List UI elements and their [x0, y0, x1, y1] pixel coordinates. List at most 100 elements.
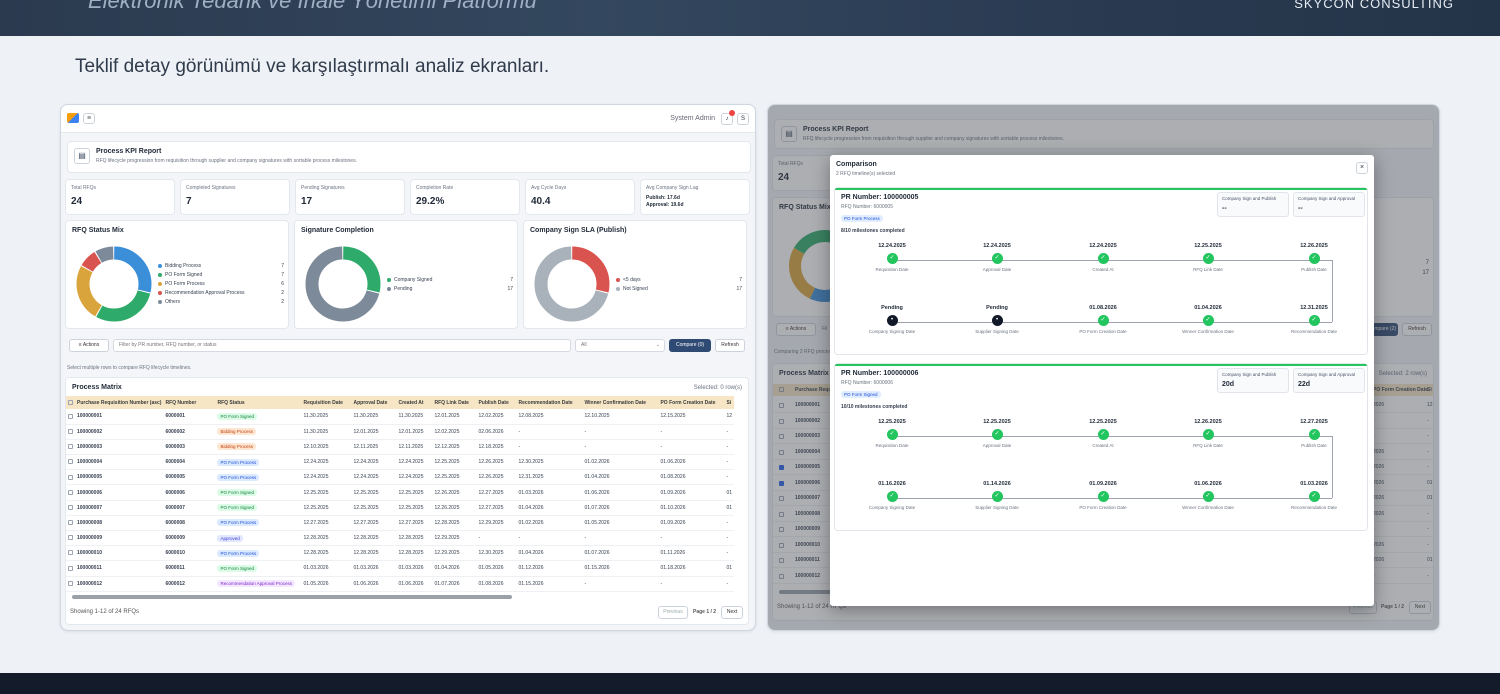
chart-title: Signature Completion: [301, 227, 374, 234]
sla-label: Company Sign and Publish: [1222, 196, 1277, 201]
column-header[interactable]: RFQ Number: [163, 396, 216, 409]
horizontal-scrollbar[interactable]: [72, 595, 512, 599]
kpi-card: Pending Signatures 17: [295, 179, 405, 215]
table-row[interactable]: 100000001 6000001 PO Form Signed 11.30.2025…: [66, 409, 735, 425]
table-cell: 2026: [1373, 402, 1385, 408]
table-row[interactable]: 100000005 6000005 PO Form Process 12.24.202…: [66, 469, 735, 486]
bell-icon[interactable]: ♪: [721, 110, 735, 125]
table-cell: 01.02.2026: [516, 515, 583, 532]
status-badge: PO Form Signed: [217, 412, 257, 420]
column-header[interactable]: PO Form Creation Date: [658, 396, 725, 409]
avatar[interactable]: S: [737, 113, 749, 125]
column-header[interactable]: PO Form Creation Date: [1373, 387, 1429, 393]
actions-button[interactable]: ≡ Actions: [69, 339, 109, 352]
row-checkbox[interactable]: [779, 573, 784, 579]
compare-button[interactable]: Compare (0): [669, 339, 711, 352]
close-icon[interactable]: ×: [1356, 162, 1368, 174]
table-row[interactable]: 100000008 6000008 PO Form Process 12.27.202…: [66, 515, 735, 532]
table-cell: -: [516, 530, 583, 547]
column-header[interactable]: Recommendation Date: [516, 396, 583, 409]
row-checkbox[interactable]: [68, 550, 73, 556]
kpi-label: Avg Cycle Days: [531, 185, 567, 191]
refresh-button[interactable]: Refresh: [1402, 323, 1432, 336]
row-select-cell: [66, 545, 75, 562]
table-cell: PO Form Signed: [215, 500, 302, 516]
milestone-label: Company Signing Date: [868, 329, 916, 334]
table-cell: -: [724, 424, 735, 440]
column-header[interactable]: Purchase Requisi: [795, 387, 837, 393]
sla-box: Company Sign and Approval --: [1293, 192, 1365, 217]
table-row[interactable]: 100000004 6000004 PO Form Process 12.24.202…: [66, 454, 735, 471]
table-cell: 01.04.2026: [516, 500, 583, 516]
row-checkbox[interactable]: [68, 535, 73, 541]
timeline-connector: [892, 260, 1332, 261]
row-checkbox[interactable]: [68, 489, 73, 495]
column-header[interactable]: Created At: [396, 396, 433, 409]
column-header[interactable]: Requisition Date: [301, 396, 352, 409]
table-cell: 12.27.2025: [396, 515, 433, 532]
row-checkbox[interactable]: [779, 527, 784, 532]
row-checkbox[interactable]: [779, 434, 784, 439]
column-header[interactable]: RFQ Link Date: [432, 396, 477, 409]
menu-icon[interactable]: ≡: [83, 113, 95, 124]
kpi-label: Completed Signatures: [186, 185, 236, 191]
column-header[interactable]: Publish Date: [476, 396, 517, 409]
legend-value: 17: [507, 286, 513, 292]
milestone-label: Recommendation Date: [1290, 505, 1338, 510]
row-checkbox[interactable]: [779, 403, 784, 408]
status-donut: [789, 230, 841, 302]
check-icon: ✓: [991, 253, 1003, 264]
row-checkbox[interactable]: [68, 459, 73, 465]
table-row[interactable]: 100000006 6000006 PO Form Signed 12.25.2025…: [66, 484, 735, 501]
column-header[interactable]: Purchase Requisition Number (asc): [75, 396, 164, 409]
filter-input[interactable]: Filter by PR number, RFQ number, or stat…: [113, 339, 571, 352]
kpi-card: Completion Rate 29.2%: [410, 179, 520, 215]
row-checkbox[interactable]: [68, 474, 73, 480]
table-cell: 12.28.2025: [301, 530, 352, 547]
status-select[interactable]: All ⌄: [575, 339, 665, 352]
previous-button[interactable]: Previous: [658, 606, 688, 619]
row-checkbox[interactable]: [68, 520, 73, 526]
column-header[interactable]: RFQ Status: [215, 396, 302, 409]
row-checkbox[interactable]: [68, 428, 73, 434]
sla-value: --: [1222, 205, 1227, 212]
column-header[interactable]: Winner Confirmation Date: [582, 396, 659, 409]
slice-not-signed: [534, 246, 610, 322]
row-checkbox[interactable]: [68, 565, 73, 571]
row-checkbox[interactable]: [68, 580, 73, 586]
row-checkbox[interactable]: [779, 418, 784, 424]
status-badge: PO Form Signed: [217, 489, 257, 497]
milestone: 12.25.2025 ✓ Requisition Date: [852, 419, 932, 449]
column-header[interactable]: Si: [1427, 387, 1432, 393]
row-checkbox[interactable]: [68, 444, 73, 450]
row-checkbox[interactable]: [779, 511, 784, 517]
row-checkbox[interactable]: [779, 558, 784, 563]
next-button[interactable]: Next: [721, 606, 743, 619]
table-row[interactable]: 100000011 6000011 PO Form Signed 01.03.2026…: [66, 560, 735, 577]
table-row[interactable]: 100000012 6000012 Recommendation Approval …: [66, 576, 735, 592]
table-cell: 12.25.2025: [396, 500, 433, 516]
actions-button[interactable]: ≡ Actions: [776, 323, 816, 336]
row-checkbox[interactable]: [68, 413, 73, 419]
select-all-checkbox[interactable]: [68, 399, 73, 405]
legend-value: 17: [736, 286, 742, 292]
row-checkbox[interactable]: [779, 542, 784, 548]
refresh-button[interactable]: Refresh: [715, 339, 745, 352]
check-icon: ✓: [1097, 253, 1109, 264]
row-checkbox[interactable]: [779, 496, 784, 501]
row-checkbox[interactable]: [68, 504, 73, 510]
filter-input[interactable]: Fil: [822, 326, 828, 332]
table-row[interactable]: 100000010 6000010 PO Form Process 12.28.202…: [66, 545, 735, 562]
next-button[interactable]: Next: [1409, 601, 1431, 614]
row-checkbox[interactable]: [779, 449, 784, 455]
table-row[interactable]: 100000003 6000003 Bidding Process 12.10.202…: [66, 439, 735, 456]
column-header[interactable]: Si: [724, 396, 735, 409]
table-row[interactable]: 100000002 6000002 Bidding Process 11.30.202…: [66, 424, 735, 440]
table-row[interactable]: 100000009 6000009 Approved 12.28.2025 12.28.…: [66, 530, 735, 547]
select-all-checkbox[interactable]: [779, 387, 784, 392]
column-header[interactable]: Approval Date: [351, 396, 397, 409]
row-checkbox[interactable]: [779, 465, 784, 470]
table-cell: 12.25.2025: [301, 484, 352, 501]
table-row[interactable]: 100000007 6000007 PO Form Signed 12.25.2025…: [66, 500, 735, 516]
row-checkbox[interactable]: [779, 480, 784, 486]
